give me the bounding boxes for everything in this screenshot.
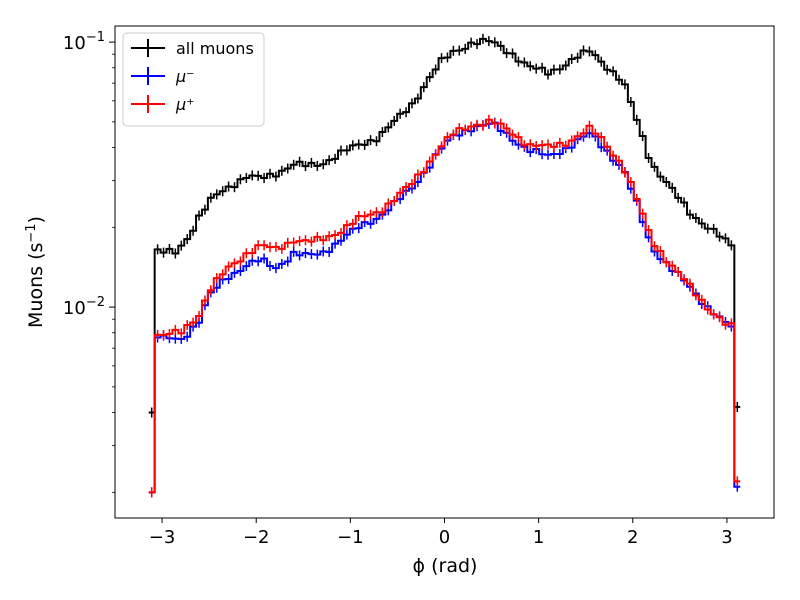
legend-item: all muons [131, 39, 254, 58]
y-axis-label-sup: −1 [24, 223, 39, 242]
x-tick-label: 3 [721, 527, 732, 548]
series-line [148, 37, 741, 414]
x-tick-label: −2 [243, 527, 270, 548]
x-tick-label: 0 [439, 527, 450, 548]
legend-label: all muons [176, 39, 254, 58]
x-axis: −3 −2 −1 0 1 2 3 [149, 518, 733, 548]
series-line [148, 118, 741, 494]
legend-item: μ⁻ [131, 67, 195, 86]
x-tick-label: −3 [149, 527, 176, 548]
x-tick-label: −1 [337, 527, 364, 548]
x-tick-label: 1 [533, 527, 544, 548]
x-axis-label-text: ϕ (rad) [413, 555, 478, 577]
legend-item: μ⁺ [131, 95, 195, 114]
legend-label: μ⁺ [175, 95, 195, 114]
x-axis-label: ϕ (rad) [413, 555, 478, 577]
plot-area [148, 33, 741, 498]
legend-frame [122, 32, 265, 127]
y-axis-label: Muons (s−1) [24, 216, 47, 328]
y-tick-label: 10−2 [63, 295, 105, 319]
y-axis-label-text: Muons (s [25, 243, 47, 328]
legend: all muons μ⁻ μ⁺ [122, 32, 265, 127]
legend-label: μ⁻ [175, 67, 195, 86]
x-tick-label: 2 [627, 527, 638, 548]
y-axis-label-close: ) [25, 216, 47, 223]
y-axis: 10−2 10−1 [63, 30, 115, 493]
y-tick-label: 10−1 [63, 30, 105, 54]
